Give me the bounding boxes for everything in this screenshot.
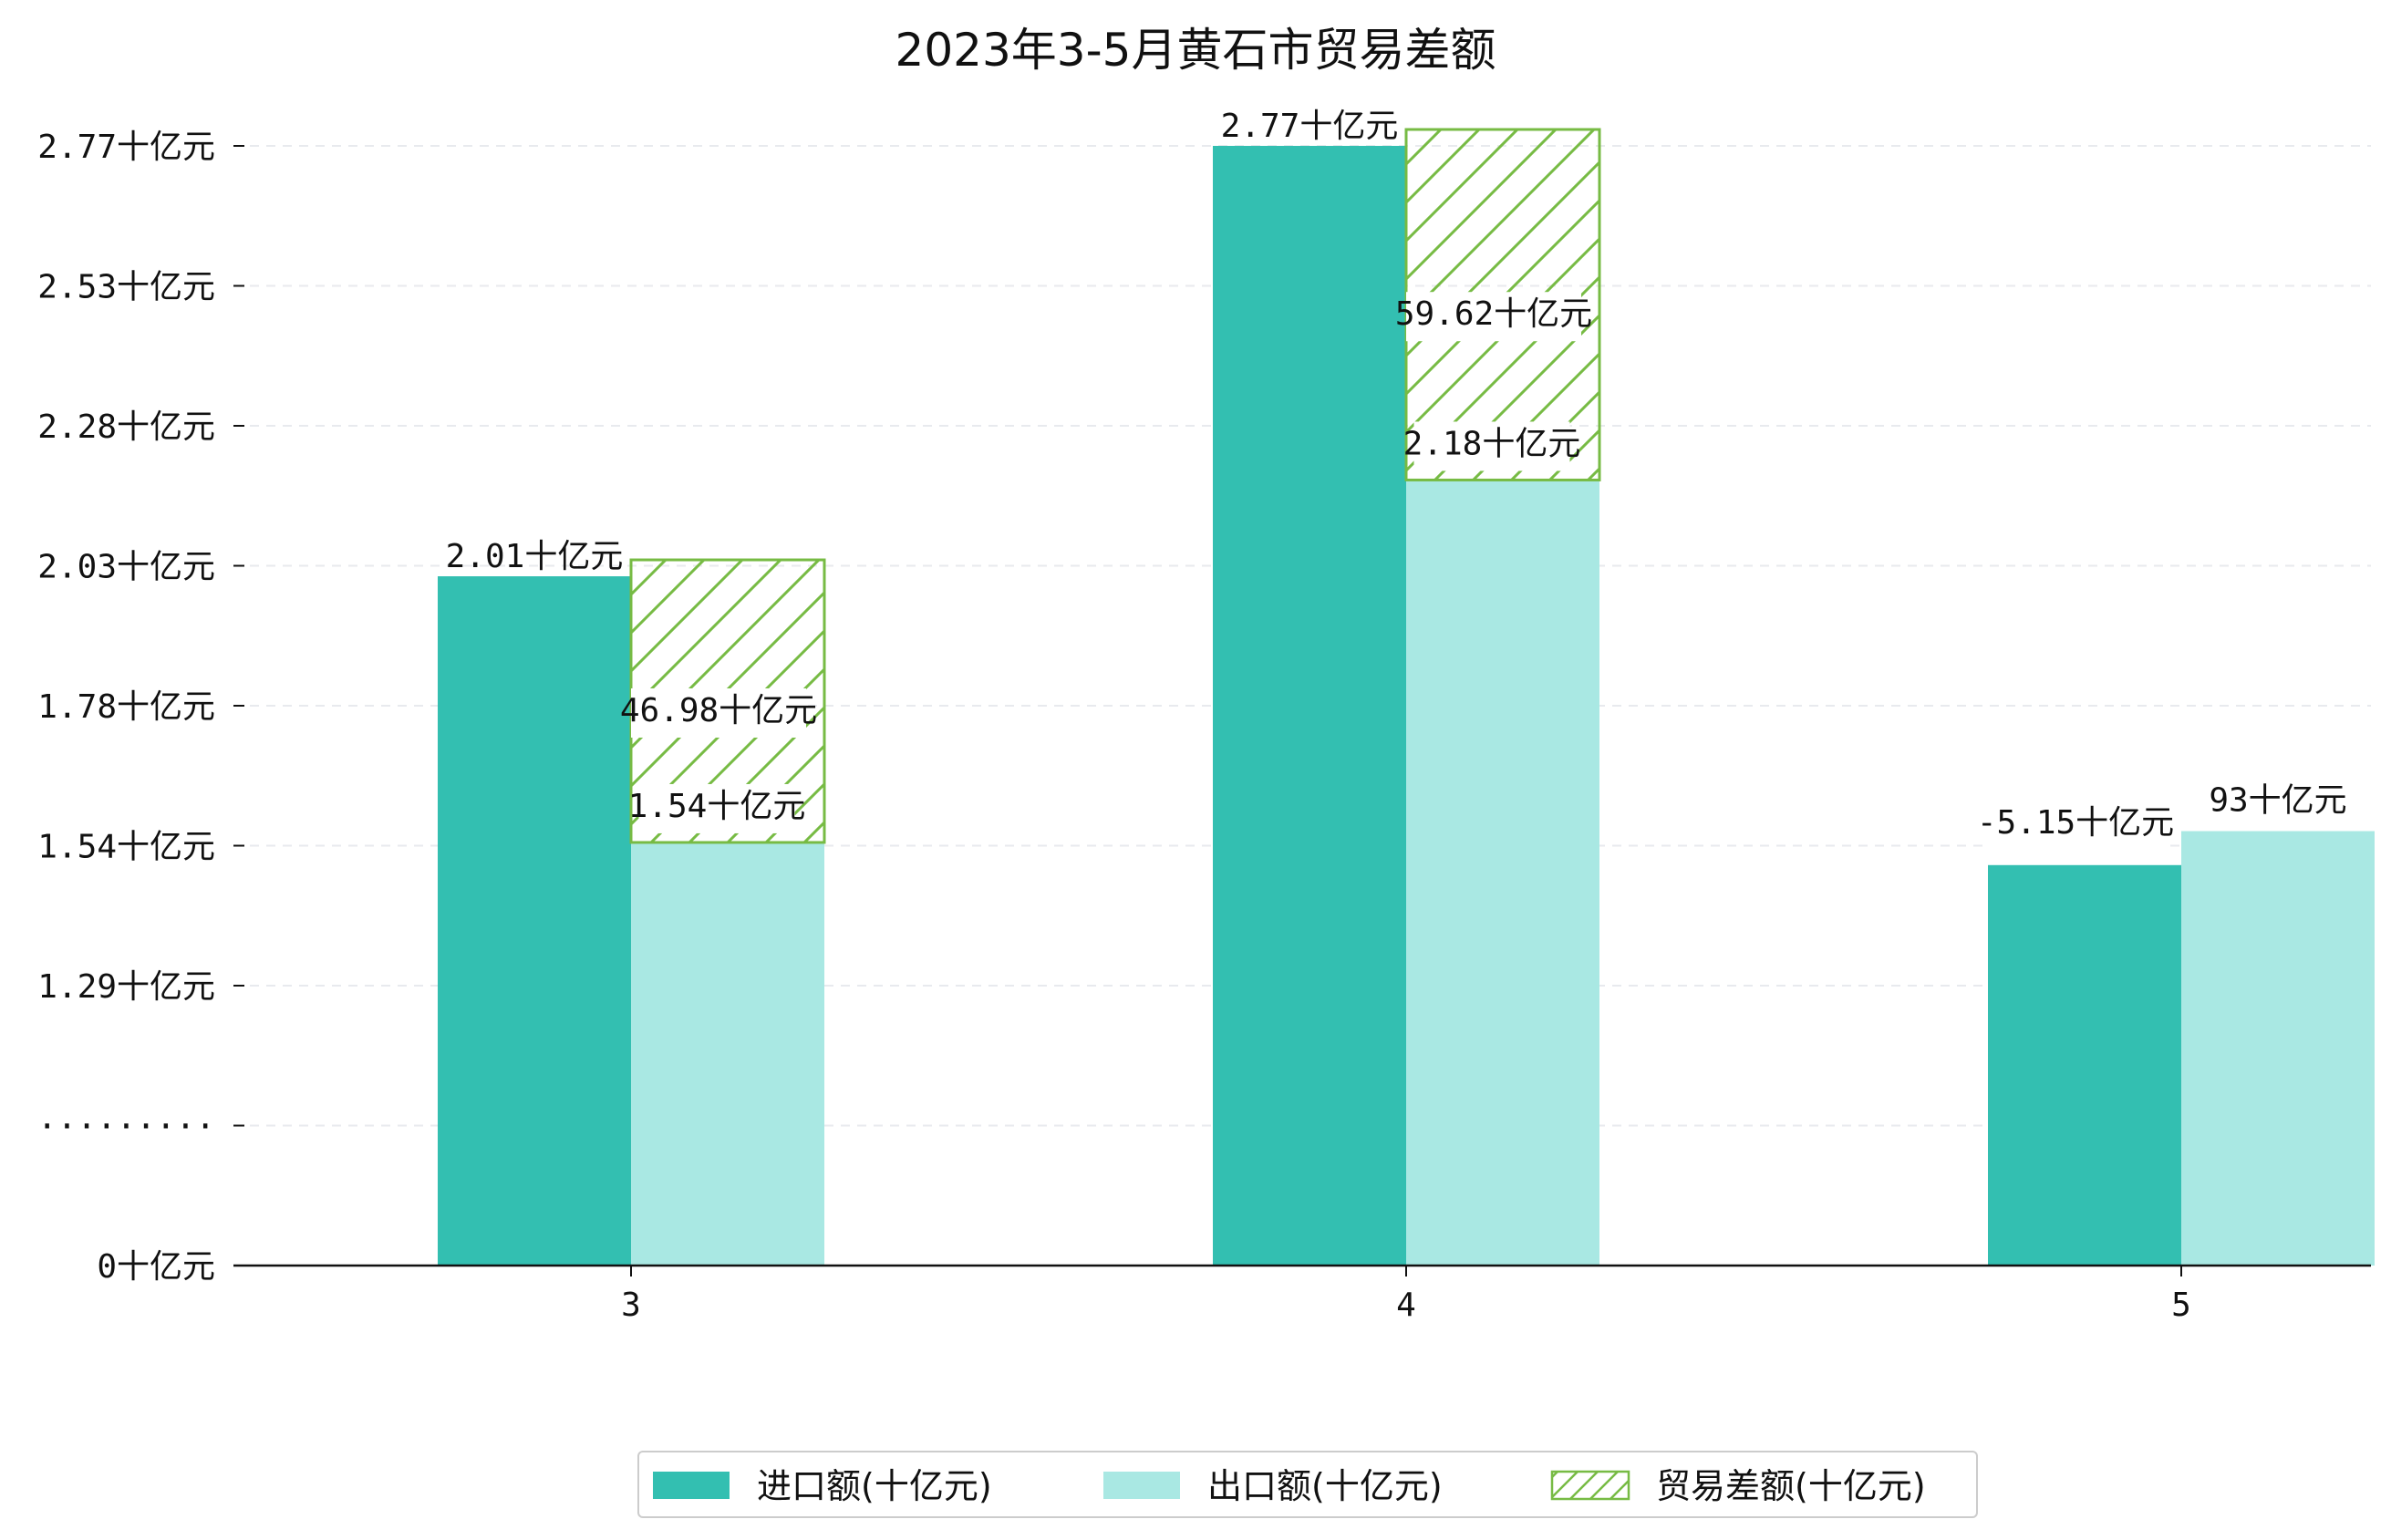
legend-item: 进口额(十亿元) xyxy=(653,1466,992,1506)
bar-export xyxy=(631,842,824,1266)
data-label-text: 59.62十亿元 xyxy=(1395,295,1592,333)
data-label: 59.62十亿元 xyxy=(1395,292,1592,342)
data-label: 93十亿元 xyxy=(2209,782,2346,820)
data-label: 1.54十亿元 xyxy=(628,783,806,833)
y-tick-label: 2.28十亿元 xyxy=(37,408,215,446)
y-tick-label: 1.54十亿元 xyxy=(37,829,215,866)
y-axis: 0十亿元 ········· 1.29十亿元 1.54十亿元 1.78十亿元 2.03十亿… xyxy=(37,129,244,1286)
data-label: 46.98十亿元 xyxy=(620,687,817,738)
legend-box xyxy=(637,1451,1978,1518)
y-tick-label: 2.53十亿元 xyxy=(37,269,215,306)
x-tick-label: 3 xyxy=(621,1287,641,1324)
x-tick-label: 5 xyxy=(2171,1287,2191,1324)
legend-swatch xyxy=(1103,1472,1180,1499)
data-label-bg xyxy=(638,783,795,833)
y-tick-label: ········· xyxy=(37,1109,215,1146)
data-label-text: 2.18十亿元 xyxy=(1403,425,1581,462)
data-label-bg xyxy=(631,687,806,738)
x-tick-label: 4 xyxy=(1396,1287,1416,1324)
data-label: -5.15十亿元 xyxy=(1977,800,2174,850)
data-label-text: -5.15十亿元 xyxy=(1977,804,2174,842)
y-tick-label: 2.03十亿元 xyxy=(37,549,215,586)
data-label-bg xyxy=(1406,292,1581,342)
data-label-text: 1.54十亿元 xyxy=(628,788,806,825)
y-tick-label: 1.78十亿元 xyxy=(37,688,215,726)
data-label-bg xyxy=(1413,421,1570,471)
legend-label: 贸易差额(十亿元) xyxy=(1656,1466,1926,1506)
bar-import xyxy=(1988,864,2181,1266)
bar-import xyxy=(1213,146,1406,1266)
data-label: 2.01十亿元 xyxy=(446,538,624,575)
y-tick-label: 1.29十亿元 xyxy=(37,968,215,1006)
legend-swatch xyxy=(1550,1470,1630,1501)
data-label: 2.18十亿元 xyxy=(1403,421,1581,471)
data-label-text: 2.77十亿元 xyxy=(1221,108,1399,145)
legend-item: 贸易差额(十亿元) xyxy=(1550,1466,1926,1506)
y-tick-label: 0十亿元 xyxy=(97,1248,215,1286)
bar-export xyxy=(1406,480,1599,1266)
y-tick-label: 2.77十亿元 xyxy=(37,129,215,166)
bar-export xyxy=(2181,831,2375,1266)
data-label-text: 2.01十亿元 xyxy=(446,538,624,575)
legend-label: 进口额(十亿元) xyxy=(757,1466,992,1506)
legend-label: 出口额(十亿元) xyxy=(1207,1466,1443,1506)
x-axis: 3 4 5 xyxy=(233,1264,2371,1324)
chart-title: 2023年3-5月黄石市贸易差额 xyxy=(895,24,1496,77)
data-labels: 2.01十亿元 46.98十亿元 1.54十亿元 2.77十亿元 59.62十亿元 2.1… xyxy=(446,108,2347,850)
data-label: 2.77十亿元 xyxy=(1221,108,1399,145)
bar-import xyxy=(438,576,631,1266)
legend-item: 出口额(十亿元) xyxy=(1103,1466,1443,1506)
data-label-text: 46.98十亿元 xyxy=(620,692,817,729)
data-label-bg xyxy=(1988,800,2163,850)
legend-swatch xyxy=(653,1472,730,1499)
legend: 进口额(十亿元) 出口额(十亿元) 贸易差额(十亿元) xyxy=(637,1451,1978,1518)
data-label-text: 93十亿元 xyxy=(2209,782,2346,820)
